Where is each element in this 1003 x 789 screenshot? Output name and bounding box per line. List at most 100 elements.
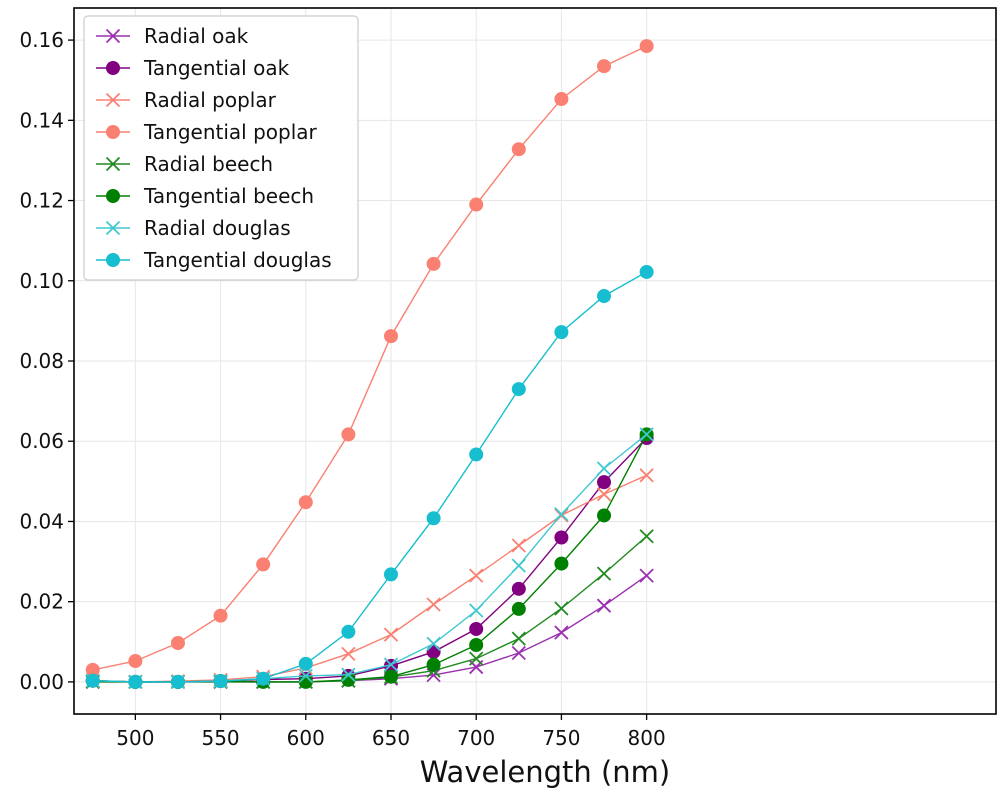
data-point-stroke xyxy=(511,558,526,573)
data-point xyxy=(511,558,526,573)
data-point xyxy=(341,427,356,442)
data-point-stroke xyxy=(426,636,441,651)
data-point xyxy=(341,672,356,687)
data-point xyxy=(511,581,526,596)
x-tick-label: 650 xyxy=(372,726,410,750)
data-point xyxy=(105,92,121,108)
data-point xyxy=(106,253,120,267)
data-point xyxy=(106,61,120,75)
data-point xyxy=(596,487,612,502)
data-point-stroke xyxy=(105,220,121,236)
data-point xyxy=(469,651,484,666)
data-point xyxy=(511,142,526,157)
legend: Radial oak Tangential oak Radial poplar Tan… xyxy=(83,15,359,281)
data-point xyxy=(554,601,569,616)
data-point xyxy=(426,511,441,526)
legend-item: Tangential douglas xyxy=(96,248,332,272)
x-axis-title: Wavelength (nm) xyxy=(420,755,671,789)
data-point xyxy=(426,657,441,672)
data-point-stroke xyxy=(554,601,569,616)
legend-item: Tangential poplar xyxy=(96,120,318,144)
legend-item: Radial beech xyxy=(96,152,273,176)
legend-box xyxy=(83,15,359,281)
data-point xyxy=(554,530,569,545)
data-point xyxy=(128,654,143,669)
data-point xyxy=(383,669,398,684)
data-point-stroke xyxy=(426,667,441,683)
legend-label: Tangential beech xyxy=(143,184,314,208)
data-point xyxy=(341,667,356,682)
data-point-stroke xyxy=(511,645,526,661)
legend-label: Radial douglas xyxy=(144,216,291,240)
data-point xyxy=(639,529,654,544)
data-point xyxy=(511,601,526,616)
data-point xyxy=(469,603,484,618)
data-point-stroke xyxy=(105,156,121,172)
data-point xyxy=(511,382,526,397)
data-point-stroke xyxy=(596,487,612,502)
data-point xyxy=(639,39,654,54)
legend-label: Radial beech xyxy=(144,152,273,176)
data-point xyxy=(639,568,654,583)
data-point xyxy=(106,189,120,203)
data-point xyxy=(298,656,313,671)
data-point-stroke xyxy=(511,631,526,646)
data-point xyxy=(554,625,569,640)
legend-label: Radial oak xyxy=(144,24,249,48)
axis-ticks: 500 550 600 650 700 750 800 0.00 0.02 0.04 0.06 0.0… xyxy=(19,28,665,750)
data-point xyxy=(469,638,484,653)
data-point-stroke xyxy=(469,651,484,666)
legend-label: Tangential poplar xyxy=(143,120,318,144)
data-point-stroke xyxy=(596,566,612,581)
y-tick-label: 0.04 xyxy=(19,509,64,533)
x-tick-label: 600 xyxy=(287,726,325,750)
y-tick-label: 0.02 xyxy=(19,590,64,614)
data-point xyxy=(383,627,399,642)
data-point-stroke xyxy=(554,507,569,522)
data-point-stroke xyxy=(105,28,121,44)
legend-item: Radial oak xyxy=(96,24,249,48)
series xyxy=(85,264,654,689)
data-point xyxy=(597,289,612,304)
data-point xyxy=(639,427,654,442)
y-tick-label: 0.06 xyxy=(19,429,64,453)
plot-series xyxy=(85,39,654,690)
data-point-stroke xyxy=(639,568,654,583)
data-point xyxy=(554,556,569,571)
series-line xyxy=(92,271,647,683)
data-point-stroke xyxy=(469,568,484,583)
data-point-stroke xyxy=(596,598,612,613)
data-point xyxy=(597,508,612,523)
data-point xyxy=(383,567,398,582)
x-tick-label: 800 xyxy=(628,726,666,750)
legend-label: Tangential douglas xyxy=(143,248,332,272)
series xyxy=(85,39,654,677)
data-point xyxy=(105,156,121,172)
y-tick-label: 0.10 xyxy=(19,269,64,293)
series-line xyxy=(92,45,647,671)
data-point xyxy=(469,447,484,462)
data-point xyxy=(511,645,526,661)
data-point xyxy=(639,468,654,483)
y-tick-label: 0.14 xyxy=(19,108,64,132)
data-point xyxy=(554,92,569,107)
data-point xyxy=(426,597,441,612)
y-tick-label: 0.12 xyxy=(19,189,64,213)
data-point xyxy=(341,624,356,639)
data-point xyxy=(170,635,185,650)
data-point xyxy=(554,507,569,522)
data-point xyxy=(596,461,612,476)
data-point-stroke xyxy=(298,668,313,684)
data-point-stroke xyxy=(511,538,526,553)
x-tick-label: 750 xyxy=(542,726,580,750)
data-point xyxy=(85,662,100,677)
data-point-stroke xyxy=(426,597,441,612)
data-point xyxy=(256,557,271,572)
data-point-stroke xyxy=(105,92,121,108)
legend-item: Tangential beech xyxy=(96,184,314,208)
y-tick-label: 0.08 xyxy=(19,349,64,373)
legend-item: Tangential oak xyxy=(96,56,290,80)
data-point xyxy=(105,220,121,236)
data-point xyxy=(469,621,484,636)
